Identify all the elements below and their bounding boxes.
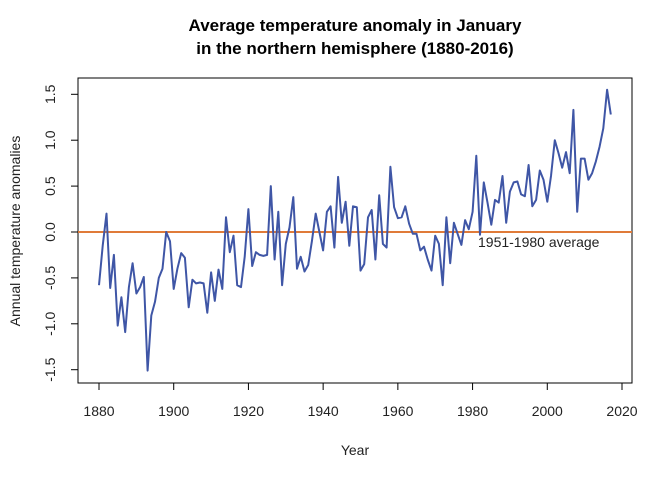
- y-tick-label: 1.5: [42, 84, 58, 104]
- y-tick-label: -1.0: [42, 312, 58, 336]
- y-tick-label: -1.5: [42, 357, 58, 381]
- chart-title-line-2: in the northern hemisphere (1880-2016): [196, 39, 513, 58]
- x-tick-label: 1900: [158, 403, 189, 419]
- y-tick-label: 0.0: [42, 222, 58, 242]
- x-tick-label: 1940: [308, 403, 339, 419]
- y-axis: -1.5 -1.0 -0.5 0.0 0.5 1.0 1.5: [42, 84, 79, 382]
- reference-line-label: 1951-1980 average: [478, 234, 600, 250]
- series-line: [98, 88, 612, 372]
- x-tick-label: 2020: [606, 403, 637, 419]
- chart-title-line-1: Average temperature anomaly in January: [189, 16, 522, 35]
- x-tick-label: 1980: [457, 403, 488, 419]
- x-tick-label: 1920: [233, 403, 264, 419]
- data-points: [98, 89, 611, 371]
- y-tick-label: -0.5: [42, 266, 58, 290]
- x-axis-label: Year: [341, 442, 370, 458]
- x-axis: 1880 1900 1920 1940 1960 1980 2000 2020: [83, 382, 638, 419]
- y-tick-label: 1.0: [42, 130, 58, 150]
- y-axis-label: Annual temperature anomalies: [7, 136, 23, 327]
- x-tick-label: 1960: [382, 403, 413, 419]
- plot-frame: [77, 77, 633, 384]
- y-tick-label: 0.5: [42, 176, 58, 196]
- x-tick-label: 1880: [83, 403, 114, 419]
- x-tick-label: 2000: [532, 403, 563, 419]
